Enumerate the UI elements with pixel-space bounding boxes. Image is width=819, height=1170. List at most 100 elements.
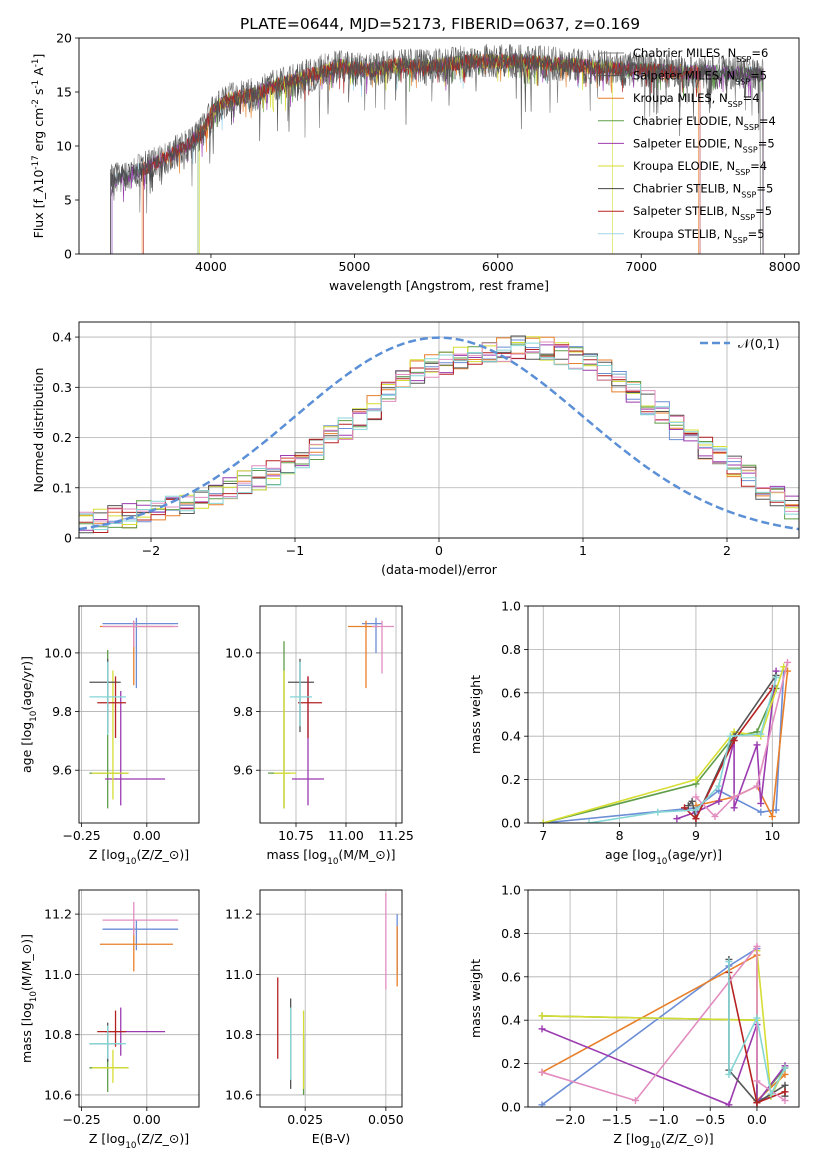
mass-weight-marker — [781, 1064, 789, 1072]
y-tick-label: 0 — [64, 247, 72, 262]
y-tick-label: 0 — [64, 531, 72, 546]
x-axis-label: Z [log10(Z/Z_⊙)] — [89, 1131, 189, 1151]
y-axis-label: age [log10(age/yr)] — [19, 656, 39, 773]
x-axis-label: Z [log10(Z/Z_⊙)] — [613, 1131, 713, 1151]
y-axis-label: mass weight — [468, 959, 483, 1038]
x-tick-label: 11.25 — [378, 828, 414, 843]
x-tick-label: 1 — [579, 543, 587, 558]
error-bar-point — [92, 670, 129, 800]
y-axis-label: Flux [f_λ10-17 erg cm-2 s-1 A-1] — [31, 54, 46, 239]
legend-entry: Chabrier ELODIE, NSSP=4 — [633, 114, 776, 132]
error-bar-point — [92, 1049, 129, 1083]
y-tick-label: 9.8 — [233, 704, 253, 719]
x-axis-label: (data-model)/error — [381, 562, 498, 577]
y-tick-label: 0.6 — [501, 969, 521, 984]
error-bar-point — [362, 617, 382, 653]
y-tick-label: 10.0 — [225, 645, 253, 660]
plot-area — [79, 335, 799, 538]
y-tick-label: 9.6 — [233, 763, 253, 778]
mass-weight-marker — [753, 1014, 761, 1022]
error-bar-point — [97, 676, 126, 738]
x-tick-label: −1.0 — [648, 1112, 678, 1127]
legend-entry: Salpeter ELODIE, NSSP=5 — [633, 136, 775, 154]
error-bar-point — [105, 691, 166, 806]
y-tick-label: 0.8 — [501, 926, 521, 941]
residual-histogram — [79, 342, 799, 538]
x-tick-label: 4000 — [195, 259, 227, 274]
mass-weight-marker — [692, 815, 700, 823]
x-tick-label: 7 — [539, 828, 547, 843]
y-tick-label: 10.6 — [44, 1087, 72, 1102]
axes-frame — [527, 605, 800, 824]
error-bar-point — [89, 1058, 129, 1092]
x-axis-label: wavelength [Angstrom, rest frame] — [329, 278, 549, 293]
y-tick-label: 0.8 — [501, 642, 521, 657]
mass-weight-marker — [768, 812, 776, 820]
axes-frame — [78, 321, 800, 539]
mass-weight-marker — [711, 812, 719, 820]
x-tick-label: 10.75 — [278, 828, 314, 843]
y-tick-label: 10 — [56, 139, 72, 154]
panel-mass-vs-EBV: 0.025 0.050 10.6 10.8 11.0 11.2 E(B-V) — [225, 889, 404, 1146]
mass-weight-marker — [772, 674, 780, 682]
mass-weight-marker — [753, 782, 761, 790]
mass-weight-marker — [753, 942, 761, 950]
error-bar-point — [268, 641, 290, 809]
mass-weight-marker — [730, 804, 738, 812]
gridlines — [528, 889, 799, 1108]
mass-weight-marker — [781, 1088, 789, 1096]
axes-frame — [78, 605, 200, 824]
x-tick-label: 0.025 — [287, 1112, 323, 1127]
plot-area — [538, 942, 789, 1107]
y-tick-label: 0.2 — [52, 430, 72, 445]
y-tick-label: 0.4 — [501, 729, 521, 744]
y-tick-label: 0.3 — [52, 380, 72, 395]
error-bar-point — [102, 920, 179, 951]
y-tick-label: 0.2 — [501, 772, 521, 787]
mass-weight-marker — [715, 797, 723, 805]
x-tick-label: 11.00 — [328, 828, 364, 843]
error-bar-point — [274, 670, 296, 809]
gridlines — [260, 606, 402, 823]
spectrum-series-line — [143, 53, 701, 254]
mass-weight-marker — [539, 819, 547, 823]
y-tick-label: 5 — [64, 193, 72, 208]
mass-weight-marker — [725, 1101, 733, 1107]
legend-entry: Kroupa MILES, NSSP=4 — [633, 91, 760, 109]
x-axis-label: mass [log10(M/M_⊙)] — [266, 847, 395, 867]
plot-area — [89, 902, 179, 1092]
y-tick-label: 0.6 — [501, 685, 521, 700]
plot-area — [539, 658, 792, 823]
error-bar-point — [102, 902, 179, 936]
figure-title: PLATE=0644, MJD=52173, FIBERID=0637, z=0… — [240, 15, 640, 33]
error-bar-point — [89, 649, 129, 809]
mass-weight-marker — [767, 1090, 775, 1098]
x-tick-label: 7000 — [625, 259, 657, 274]
error-bar-point — [290, 661, 312, 727]
error-bar-point — [97, 1010, 126, 1047]
y-tick-label: 11.0 — [44, 967, 72, 982]
legend-entry: Kroupa ELODIE, NSSP=4 — [633, 159, 767, 177]
y-axis-label: Normed distribution — [31, 368, 46, 493]
spectrum-series-line — [141, 53, 699, 254]
mass-weight-marker — [585, 819, 593, 823]
mass-weight-marker — [781, 1096, 789, 1104]
panel-age-vs-Z: −0.25 0.00 9.6 9.8 10.0 Z [log10(Z/Z_⊙)] age [… — [19, 605, 200, 867]
x-tick-label: 8000 — [769, 259, 801, 274]
y-tick-label: 0.0 — [501, 1100, 521, 1115]
plot-area — [89, 617, 179, 809]
panel-mass-vs-Z: −0.25 0.00 10.6 10.8 11.0 11.2 Z [log10(Z/Z_⊙)… — [19, 889, 200, 1151]
mass-weight-marker — [715, 782, 723, 790]
panel-residuals: −2 −1 0 1 2 0 0.1 0.2 0.3 0.4 (data-model)/error No… — [31, 321, 800, 577]
spectrum-series-line — [110, 43, 761, 254]
error-bar-point — [89, 661, 126, 736]
y-tick-label: 10.0 — [44, 645, 72, 660]
mass-weight-marker — [684, 802, 692, 810]
panel-spectrum: 4000 5000 6000 7000 8000 0 5 10 15 20 wavelength [… — [31, 31, 801, 294]
x-tick-label: −2.0 — [555, 1112, 585, 1127]
x-tick-label: 0.00 — [133, 828, 161, 843]
mass-weight-marker — [726, 732, 734, 740]
legend-entry: Chabrier MILES, NSSP=6 — [633, 46, 768, 64]
mass-weight-marker — [538, 1068, 546, 1076]
